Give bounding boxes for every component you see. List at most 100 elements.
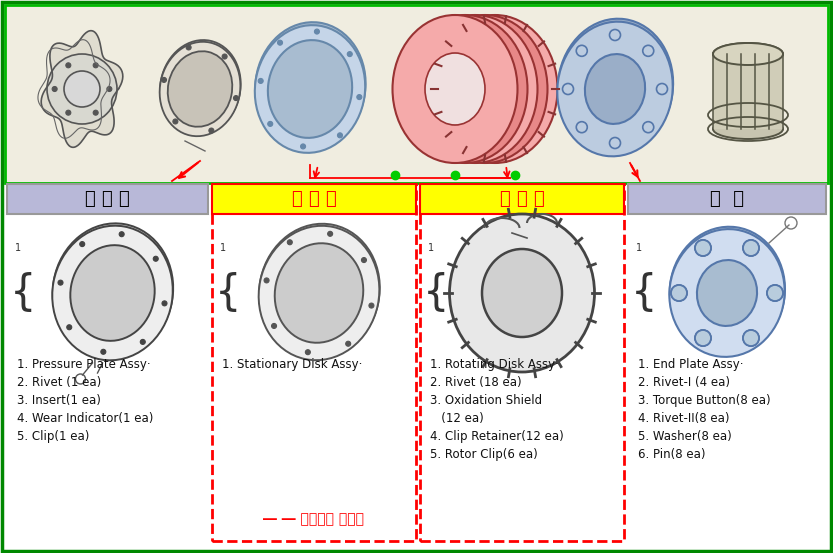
Circle shape [107,86,112,91]
Ellipse shape [47,54,117,124]
Ellipse shape [70,245,155,341]
Ellipse shape [422,15,547,163]
Circle shape [347,51,352,56]
Text: 1. End Plate Assy·: 1. End Plate Assy· [638,358,744,371]
Ellipse shape [64,71,100,107]
Circle shape [186,45,191,50]
Ellipse shape [167,51,232,127]
Circle shape [233,96,238,101]
Ellipse shape [445,53,505,125]
Circle shape [337,133,342,138]
Text: {: { [423,272,449,314]
Ellipse shape [425,53,485,125]
Ellipse shape [465,53,525,125]
Circle shape [357,95,362,100]
Ellipse shape [450,214,595,372]
Text: 2. Rivet (18 ea): 2. Rivet (18 ea) [430,376,521,389]
Text: 2. Rivet-I (4 ea): 2. Rivet-I (4 ea) [638,376,730,389]
Circle shape [66,63,71,68]
Text: 5. Clip(1 ea): 5. Clip(1 ea) [17,430,89,443]
Circle shape [767,285,783,301]
Text: 4. Rivet-II(8 ea): 4. Rivet-II(8 ea) [638,412,730,425]
FancyBboxPatch shape [7,184,208,214]
Ellipse shape [455,53,515,125]
Ellipse shape [713,119,783,139]
Circle shape [369,303,374,308]
Circle shape [671,285,687,301]
Text: {: { [631,272,657,314]
Text: 4. Clip Retainer(12 ea): 4. Clip Retainer(12 ea) [430,430,564,443]
Ellipse shape [52,223,173,358]
Circle shape [93,63,98,68]
Ellipse shape [482,249,562,337]
Ellipse shape [670,229,785,357]
Text: 3. Oxidation Shield: 3. Oxidation Shield [430,394,542,407]
Ellipse shape [392,15,517,163]
Text: 1. Rotating Disk Assy·: 1. Rotating Disk Assy· [430,358,559,371]
Ellipse shape [52,226,172,361]
Ellipse shape [670,227,785,354]
FancyBboxPatch shape [5,5,828,183]
Text: 5. Rotor Clip(6 ea): 5. Rotor Clip(6 ea) [430,448,538,461]
Text: 6. Pin(8 ea): 6. Pin(8 ea) [638,448,706,461]
Text: 1: 1 [636,243,642,253]
Circle shape [306,349,311,354]
Text: (12 ea): (12 ea) [430,412,484,425]
Circle shape [119,232,124,237]
Circle shape [80,242,85,247]
Text: 압 력 판: 압 력 판 [85,190,130,208]
Text: 회 전 판: 회 전 판 [500,190,545,208]
Text: 1. Stationary Disk Assy·: 1. Stationary Disk Assy· [222,358,362,371]
Circle shape [346,341,351,346]
FancyBboxPatch shape [628,184,826,214]
Text: {: { [10,272,37,314]
Text: 1: 1 [220,243,226,253]
Ellipse shape [275,243,363,343]
Circle shape [301,144,306,149]
Text: 5. Washer(8 ea): 5. Washer(8 ea) [638,430,731,443]
Circle shape [264,278,269,283]
Circle shape [66,110,71,115]
Circle shape [267,122,272,127]
Ellipse shape [268,40,352,138]
Ellipse shape [435,53,495,125]
Text: 1: 1 [428,243,434,253]
Circle shape [101,349,106,354]
Circle shape [743,240,759,256]
Circle shape [743,330,759,346]
Text: 3. Torque Button(8 ea): 3. Torque Button(8 ea) [638,394,771,407]
Ellipse shape [557,22,673,156]
Text: 고 정 판: 고 정 판 [292,190,337,208]
Circle shape [52,86,57,91]
Text: 1. Pressure Plate Assy·: 1. Pressure Plate Assy· [17,358,151,371]
Ellipse shape [412,15,537,163]
Circle shape [258,79,263,84]
Circle shape [277,40,282,45]
Circle shape [162,301,167,306]
Circle shape [173,119,178,124]
Circle shape [153,256,158,261]
Text: 3. Insert(1 ea): 3. Insert(1 ea) [17,394,101,407]
Text: ― ― 재생수리 가능품: ― ― 재생수리 가능품 [263,512,365,526]
Ellipse shape [585,54,645,124]
FancyBboxPatch shape [713,54,783,129]
Circle shape [93,110,98,115]
FancyBboxPatch shape [420,184,624,214]
FancyBboxPatch shape [212,184,416,214]
Ellipse shape [160,40,241,134]
Ellipse shape [255,22,366,150]
Circle shape [362,258,367,263]
Ellipse shape [432,15,557,163]
Circle shape [209,128,214,133]
Text: 2. Rivet (1 ea): 2. Rivet (1 ea) [17,376,102,389]
Ellipse shape [697,260,757,326]
Text: 1: 1 [15,243,21,253]
Circle shape [58,280,63,285]
Circle shape [222,54,227,59]
Ellipse shape [160,42,241,136]
Circle shape [327,231,332,236]
Text: {: { [215,272,242,314]
Circle shape [140,340,145,345]
Circle shape [67,325,72,330]
Ellipse shape [255,25,365,153]
